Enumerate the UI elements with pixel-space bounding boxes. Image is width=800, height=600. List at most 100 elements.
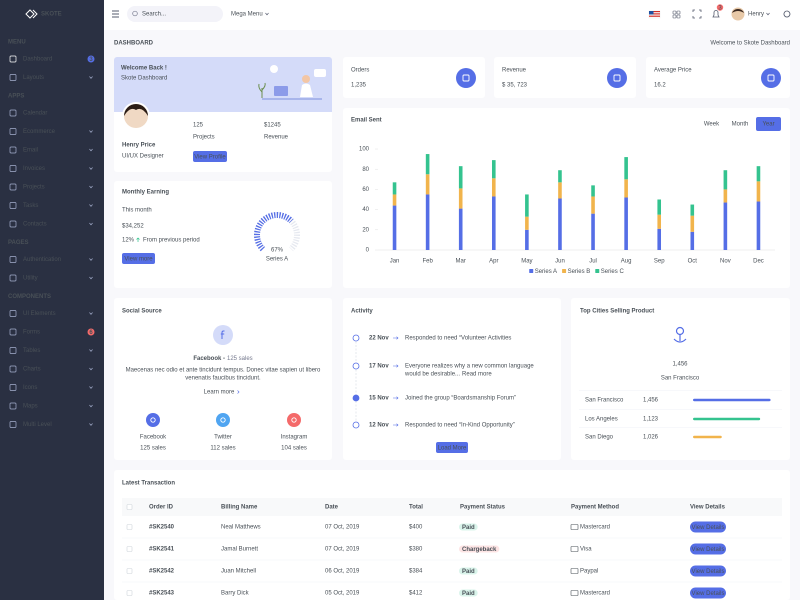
table-cell: $380 (409, 547, 423, 553)
bar (425, 194, 430, 250)
y-tick-label: 40 (362, 207, 369, 213)
menu-icon (9, 183, 17, 191)
menu-icon (9, 274, 17, 282)
social-headline-sales: 125 sales (227, 356, 253, 362)
menu-item[interactable]: Calendar (23, 111, 47, 117)
social-main-icon (213, 325, 233, 345)
menu-item[interactable]: Layouts (23, 75, 44, 81)
social-sales: 104 sales (281, 446, 307, 452)
menu-item[interactable]: Tables (23, 348, 40, 354)
mega-menu[interactable]: Mega Menu (231, 12, 263, 18)
menu-item[interactable]: Invoices (23, 166, 45, 172)
social-icon-glyph (291, 417, 297, 423)
breadcrumb: Welcome to Skote Dashboard (710, 41, 790, 47)
chevron (766, 12, 770, 16)
table-cell: $412 (409, 591, 423, 597)
button[interactable] (193, 151, 227, 162)
menu-item[interactable]: Icons (23, 385, 37, 391)
social-icon (146, 413, 160, 427)
gauge-name: Series A (266, 257, 288, 263)
social-description: Maecenas nec odio et ante tincidunt temp… (126, 368, 321, 374)
menu-item[interactable]: Utility (23, 276, 38, 282)
y-tick-label: 0 (366, 248, 370, 254)
menu-item[interactable]: Contacts (23, 222, 47, 228)
search-icon (132, 10, 138, 17)
table-cell: Visa (580, 547, 592, 553)
pin-stem (673, 334, 687, 343)
menu-item[interactable]: Ecommerce (23, 129, 56, 135)
stat-value: 1,235 (351, 83, 367, 89)
illustration-check (270, 65, 278, 73)
menu-item[interactable]: Dashboard (23, 57, 52, 63)
menu-item[interactable]: Projects (23, 185, 45, 191)
menu-item[interactable]: Tasks (23, 203, 38, 209)
activity-text: Everyone realizes why a new common langu… (405, 364, 534, 370)
chart-tab[interactable]: Year (762, 122, 774, 128)
bar (591, 213, 595, 250)
x-tick-label: Sep (654, 259, 665, 265)
menu-item[interactable]: Email (23, 148, 38, 154)
button[interactable] (436, 442, 468, 453)
checkbox[interactable] (126, 524, 133, 530)
social-sales: 112 sales (210, 446, 235, 452)
bar (723, 189, 728, 203)
chevron (89, 423, 93, 426)
bar (624, 179, 628, 198)
stat-icon (761, 68, 781, 88)
chevron (89, 386, 93, 389)
checkbox[interactable] (126, 568, 133, 574)
status-badge (459, 545, 500, 553)
x-tick-label: Mar (456, 259, 466, 265)
button-label: View Details (692, 547, 725, 553)
card (343, 108, 790, 288)
search-box[interactable] (127, 6, 223, 22)
profile-stat-label: Projects (193, 135, 215, 141)
x-tick-label: May (521, 259, 532, 265)
button[interactable] (690, 565, 726, 577)
menu-item[interactable]: Authentication (23, 257, 61, 263)
button[interactable] (690, 543, 726, 555)
button[interactable] (690, 521, 726, 533)
bar (690, 215, 695, 232)
status-text: Chargeback (462, 547, 497, 553)
table-cell: 07 Oct, 2019 (325, 525, 360, 531)
notification-badge (716, 4, 724, 11)
flag-canton (649, 11, 654, 15)
chart-tab[interactable]: Week (704, 122, 720, 128)
menu-item[interactable]: Forms (23, 330, 40, 336)
menu-icon (9, 347, 17, 354)
chevron (89, 276, 93, 280)
social-icon-glyph (150, 417, 156, 423)
checkbox[interactable] (126, 504, 133, 510)
checkbox[interactable] (126, 590, 133, 596)
social-link[interactable]: Learn more (204, 390, 235, 396)
legend-label: Series A (535, 269, 557, 275)
stat-value: $ 35, 723 (502, 83, 528, 89)
timeline-dot (352, 394, 360, 402)
activity-date: 17 Nov (369, 364, 389, 370)
menu-item[interactable]: Maps (23, 404, 38, 410)
x-tick-label: Oct (688, 259, 698, 265)
button[interactable] (122, 253, 155, 264)
menu-item[interactable]: Charts (23, 367, 41, 373)
search-placeholder: Search... (142, 12, 166, 18)
menu-icon (9, 165, 17, 172)
table-cell: Jamal Burnett (221, 547, 258, 553)
chart-tab[interactable]: Month (732, 122, 749, 128)
table-cell: #SK2543 (149, 591, 175, 597)
stat-label: Orders (351, 68, 369, 74)
menu-badge-text: 6 (89, 330, 93, 336)
menu-badge (87, 55, 95, 63)
card (646, 57, 790, 98)
city-row-value: 1,123 (643, 417, 659, 423)
button[interactable] (690, 587, 726, 599)
legend-label: Series B (568, 269, 591, 275)
menu-item[interactable]: UI Elements (23, 311, 56, 317)
menu-item[interactable]: Multi Level (23, 422, 52, 428)
activity-link[interactable]: Read more (462, 372, 492, 378)
checkbox[interactable] (126, 546, 133, 552)
chevron (89, 185, 93, 189)
user-name[interactable]: Henry (748, 12, 764, 18)
y-tick-label: 100 (359, 147, 370, 153)
